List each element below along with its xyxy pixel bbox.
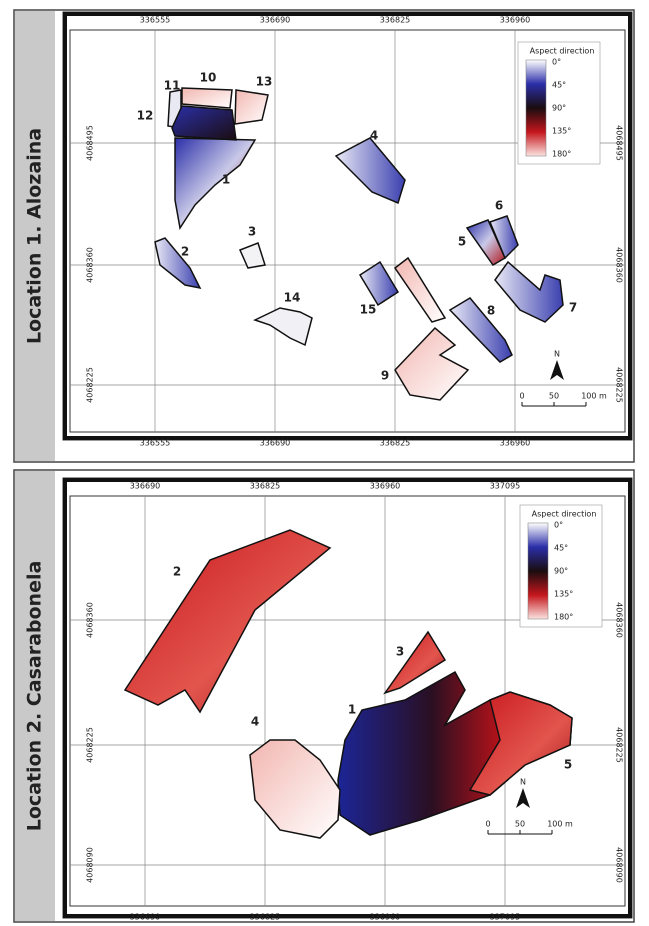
- north-label: N: [554, 350, 560, 359]
- x-coordinate: 336690: [260, 439, 291, 448]
- parcel-label: 4: [251, 715, 259, 729]
- frame-bar: [63, 478, 67, 918]
- y-coordinate: 4068225: [615, 727, 624, 763]
- y-coordinate: 4068225: [86, 367, 95, 403]
- legend-label: 180°: [552, 150, 571, 159]
- legend-label: 45°: [552, 81, 566, 90]
- x-coordinate: 336825: [380, 16, 411, 25]
- legend-ramp: [526, 60, 546, 156]
- frame-bar: [628, 12, 632, 440]
- scale-label: 100 m: [581, 392, 607, 401]
- north-label: N: [520, 778, 526, 787]
- parcel-label: 10: [200, 71, 217, 85]
- legend-ramp: [528, 523, 548, 619]
- y-coordinate: 4068360: [86, 247, 95, 283]
- parcel-label: 13: [256, 75, 273, 89]
- parcel-label: 15: [360, 303, 377, 317]
- legend-label: 90°: [554, 567, 568, 576]
- x-coordinate: 337095: [490, 482, 521, 491]
- parcel-label: 8: [487, 304, 495, 318]
- scale-label: 0: [485, 820, 490, 829]
- parcel-label: 11: [164, 79, 181, 93]
- x-coordinate: 336825: [380, 439, 411, 448]
- x-coordinate: 337095: [490, 913, 521, 922]
- y-coordinate: 4068225: [615, 367, 624, 403]
- y-coordinate: 4068090: [615, 847, 624, 883]
- parcel-label: 2: [173, 565, 181, 579]
- scale-label: 50: [549, 392, 559, 401]
- parcel-label: 1: [348, 703, 356, 717]
- y-coordinate: 4068225: [86, 727, 95, 763]
- x-coordinate: 336825: [250, 482, 281, 491]
- legend-title: Aspect direction: [530, 47, 595, 56]
- scale-label: 50: [515, 820, 525, 829]
- legend-label: 0°: [554, 521, 563, 530]
- y-coordinate: 4068360: [86, 602, 95, 638]
- parcel-label: 5: [564, 758, 572, 772]
- frame-bar: [628, 478, 632, 918]
- scale-label: 0: [519, 392, 524, 401]
- x-coordinate: 336690: [130, 482, 161, 491]
- side-label: Location 2. Casarabonela: [24, 561, 46, 832]
- parcel-label: 9: [381, 369, 389, 383]
- x-coordinate: 336960: [370, 913, 401, 922]
- parcel-label: 12: [137, 109, 154, 123]
- x-coordinate: 336555: [140, 439, 171, 448]
- x-coordinate: 336555: [140, 16, 171, 25]
- parcel: [182, 88, 232, 108]
- legend-label: 90°: [552, 104, 566, 113]
- legend-label: 135°: [552, 127, 571, 136]
- x-coordinate: 336825: [250, 913, 281, 922]
- figure: Location 1. Alozaina33655533655533669033…: [0, 0, 649, 926]
- x-coordinate: 336960: [500, 439, 531, 448]
- parcel-label: 1: [222, 173, 230, 187]
- y-coordinate: 4068495: [615, 125, 624, 161]
- x-coordinate: 336690: [130, 913, 161, 922]
- parcel-label: 3: [396, 645, 404, 659]
- x-coordinate: 336960: [370, 482, 401, 491]
- legend-label: 135°: [554, 590, 573, 599]
- parcel-label: 14: [284, 291, 301, 305]
- legend-label: 0°: [552, 58, 561, 67]
- legend-label: 45°: [554, 544, 568, 553]
- y-coordinate: 4068090: [86, 847, 95, 883]
- parcel-label: 3: [248, 225, 256, 239]
- y-coordinate: 4068360: [615, 602, 624, 638]
- legend-label: 180°: [554, 613, 573, 622]
- legend-title: Aspect direction: [532, 510, 597, 519]
- x-coordinate: 336690: [260, 16, 291, 25]
- y-coordinate: 4068495: [86, 125, 95, 161]
- scale-label: 100 m: [547, 820, 573, 829]
- parcel-label: 2: [181, 245, 189, 259]
- frame-bar: [63, 12, 67, 440]
- parcel-label: 6: [495, 199, 503, 213]
- side-label: Location 1. Alozaina: [24, 128, 46, 344]
- parcel-label: 7: [569, 301, 577, 315]
- y-coordinate: 4068360: [615, 247, 624, 283]
- x-coordinate: 336960: [500, 16, 531, 25]
- parcel-label: 5: [458, 235, 466, 249]
- parcel: [172, 106, 236, 140]
- parcel-label: 4: [370, 129, 378, 143]
